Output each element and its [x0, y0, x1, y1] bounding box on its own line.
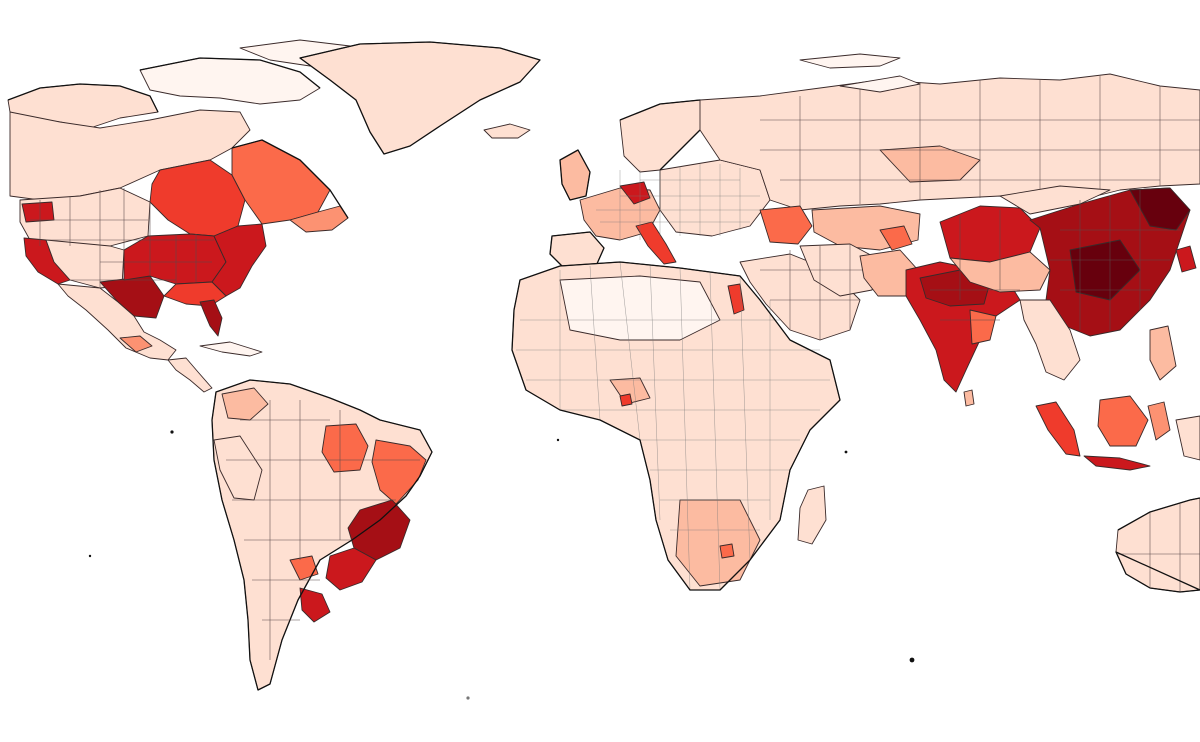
- region-caribbean: [199, 341, 263, 357]
- region-india-east: [969, 309, 997, 345]
- region-sulawesi: [1147, 401, 1171, 441]
- borders-middle-east: [760, 244, 880, 340]
- borders-africa: [516, 261, 830, 591]
- region-new-guinea: [1175, 415, 1200, 461]
- borders-europe: [596, 164, 760, 240]
- region-florida: [199, 299, 223, 337]
- borders-us-states: [30, 188, 214, 288]
- australia: [1115, 497, 1200, 593]
- region-brazil-southeast: [347, 499, 411, 561]
- coastline-australia: [1115, 497, 1200, 593]
- region-mongolia: [999, 185, 1111, 215]
- borders-australia: [1118, 504, 1200, 592]
- south-america: [211, 379, 433, 691]
- region-borneo: [1097, 395, 1149, 447]
- region-china-northeast: [1129, 187, 1191, 231]
- region-eastern-europe: [659, 159, 771, 237]
- coastline-south-america: [211, 379, 433, 691]
- region-north-africa: [559, 275, 721, 341]
- region-egypt-nile: [727, 283, 745, 315]
- region-central-america: [167, 357, 213, 393]
- region-brazil-south: [325, 547, 377, 591]
- region-west-africa-red: [619, 393, 633, 407]
- island-dot: [88, 554, 92, 558]
- island-dot: [466, 696, 470, 700]
- region-russia-east: [879, 145, 981, 183]
- island-dot: [844, 450, 848, 454]
- island-dot: [909, 657, 915, 663]
- coastline-africa: [511, 261, 841, 591]
- north-america: [7, 39, 541, 393]
- region-southeast-asia: [1019, 299, 1081, 381]
- region-arctic-islands: [799, 53, 901, 69]
- small-islands: [88, 430, 915, 700]
- region-us-east: [211, 223, 267, 297]
- region-china-central: [1069, 239, 1141, 301]
- region-java: [1083, 455, 1151, 471]
- region-washington: [21, 201, 55, 223]
- island-dot: [556, 438, 560, 442]
- region-madagascar: [797, 485, 827, 545]
- coastline-north-america: [7, 41, 541, 219]
- region-sri-lanka: [963, 389, 975, 407]
- north-asia: [699, 53, 1200, 211]
- region-sumatra: [1035, 401, 1081, 457]
- region-colombia: [221, 387, 269, 421]
- region-ontario: [149, 159, 246, 237]
- region-turkey-caucasus: [759, 205, 813, 245]
- region-italy: [635, 221, 677, 265]
- region-germany: [619, 181, 651, 205]
- island-dot: [170, 430, 174, 434]
- region-mexico-central: [119, 335, 153, 353]
- region-arctic-islands-2: [839, 75, 921, 93]
- asia: [859, 185, 1200, 471]
- region-argentina-north: [289, 555, 319, 581]
- region-quebec: [231, 139, 331, 225]
- region-argentina-buenos-aires: [299, 587, 331, 623]
- region-russia: [699, 73, 1200, 211]
- middle-east: [739, 205, 921, 341]
- borders-russia: [760, 76, 1200, 206]
- region-iceland: [483, 123, 531, 139]
- region-south-africa-red: [719, 543, 735, 559]
- borders-asia: [930, 190, 1180, 330]
- africa: [511, 261, 841, 591]
- region-philippines: [1149, 325, 1177, 381]
- europe: [549, 99, 771, 269]
- region-brazil-northeast: [371, 439, 427, 505]
- region-us-midwest: [123, 233, 227, 285]
- borders-south-america: [226, 400, 420, 660]
- region-korea: [1175, 245, 1197, 273]
- region-australia: [1115, 497, 1200, 593]
- region-uzbek-red: [879, 225, 913, 251]
